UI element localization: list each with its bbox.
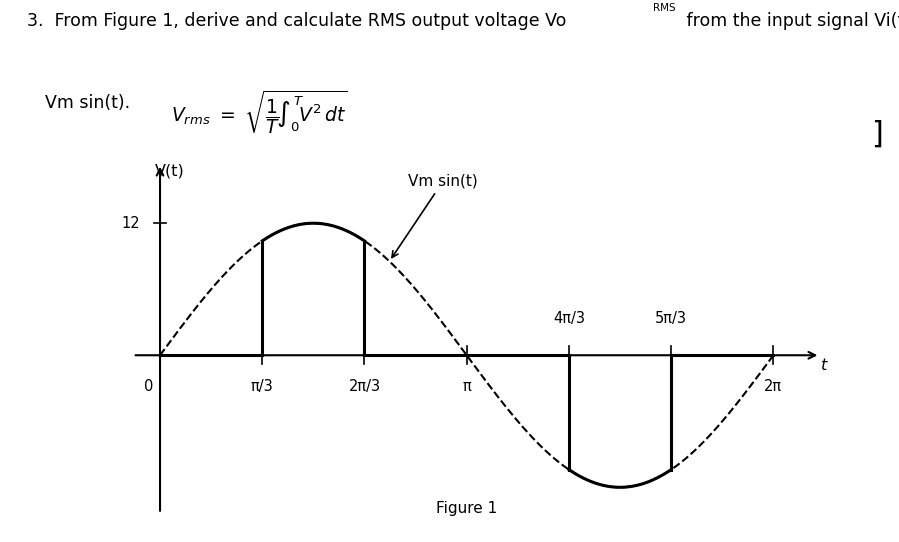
Text: t: t	[821, 358, 827, 373]
Text: ]: ]	[870, 120, 883, 149]
Text: π/3: π/3	[251, 379, 273, 394]
Text: Vm sin(t).: Vm sin(t).	[45, 94, 130, 112]
Text: π: π	[462, 379, 471, 394]
Text: Vm sin(t): Vm sin(t)	[392, 173, 478, 257]
Text: 0: 0	[144, 379, 153, 394]
Text: Figure 1: Figure 1	[436, 501, 497, 517]
Text: from the input signal Vi(t) =: from the input signal Vi(t) =	[681, 12, 899, 30]
Text: V(t): V(t)	[156, 164, 185, 179]
Text: 12: 12	[122, 216, 140, 231]
Text: 5π/3: 5π/3	[655, 311, 687, 326]
Text: 3.  From Figure 1, derive and calculate RMS output voltage Vo: 3. From Figure 1, derive and calculate R…	[27, 12, 566, 30]
Text: $V_{rms}\ =\ \sqrt{\dfrac{1}{T}\!\int_0^T\! V^2\,dt}$: $V_{rms}\ =\ \sqrt{\dfrac{1}{T}\!\int_0^…	[171, 88, 348, 136]
Text: 2π/3: 2π/3	[349, 379, 380, 394]
Text: RMS: RMS	[653, 3, 675, 13]
Text: 4π/3: 4π/3	[553, 311, 585, 326]
Text: 2π: 2π	[764, 379, 782, 394]
